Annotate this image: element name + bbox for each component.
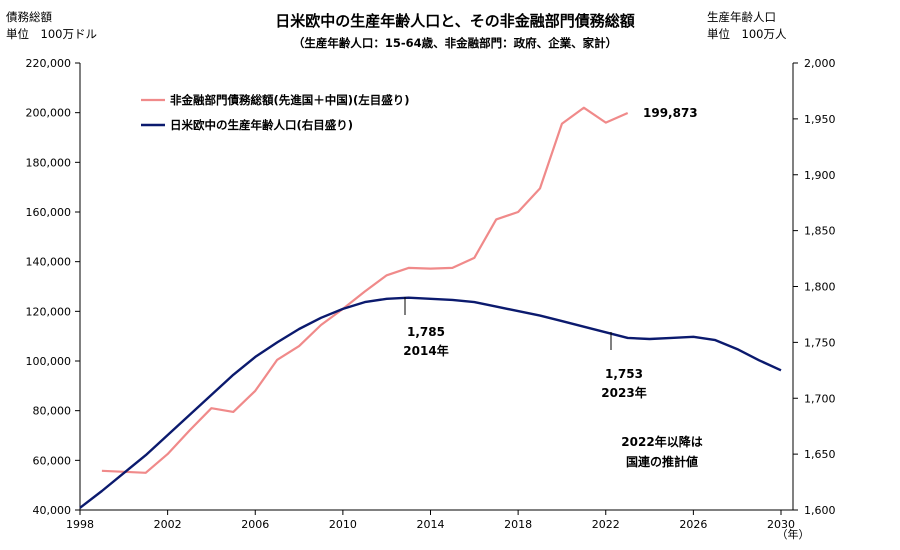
right-tick-label: 1,850	[804, 225, 836, 238]
chart-subtitle: （生産年齢人口：15-64歳、非金融部門：政府、企業、家計）	[293, 36, 617, 50]
x-axis-unit-label: （年）	[777, 527, 810, 541]
right-tick-label: 1,900	[804, 169, 836, 182]
left-axis-label-line1: 債務総額	[6, 10, 52, 24]
x-tick-label: 2006	[241, 518, 269, 531]
left-axis-label-line2: 単位 100万ドル	[6, 27, 97, 41]
chart-title: 日米欧中の生産年齢人口と、その非金融部門債務総額	[275, 12, 634, 30]
x-tick-label: 2002	[154, 518, 182, 531]
left-tick-label: 60,000	[33, 454, 72, 467]
x-tick-label: 2030	[767, 518, 795, 531]
annotation-last-debt: 199,873	[643, 106, 698, 120]
left-tick-label: 180,000	[26, 156, 72, 169]
annotation-note-line1: 2022年以降は	[621, 434, 702, 449]
left-tick-label: 80,000	[33, 405, 72, 418]
left-tick-label: 100,000	[26, 355, 72, 368]
series-line-population	[79, 296, 782, 509]
annotation-2023-year: 2023年	[601, 385, 646, 400]
x-tick-label: 2022	[592, 518, 620, 531]
right-tick-label: 1,750	[804, 336, 836, 349]
left-tick-label: 220,000	[26, 57, 72, 70]
right-tick-label: 1,700	[804, 392, 836, 405]
left-tick-label: 160,000	[26, 206, 72, 219]
x-tick-label: 2014	[417, 518, 445, 531]
annotation-2023-value: 1,753	[605, 367, 643, 381]
x-tick-label: 2018	[504, 518, 532, 531]
axes: 40,000 60,000 80,000 100,000 120,000 140,000 1…	[26, 57, 836, 541]
annotation-peak-value: 1,785	[407, 325, 445, 339]
left-tick-label: 120,000	[26, 305, 72, 318]
right-axis-label-line1: 生産年齢人口	[707, 10, 776, 24]
annotation-peak-year: 2014年	[403, 343, 448, 358]
right-tick-label: 1,800	[804, 281, 836, 294]
legend: 非金融部門債務総額(先進国＋中国)(左目盛り) 日米欧中の生産年齢人口(右目盛り…	[141, 93, 410, 132]
right-axis-label-line2: 単位 100万人	[707, 27, 787, 41]
left-tick-label: 40,000	[33, 504, 72, 517]
series-line-debt	[101, 106, 629, 474]
legend-label-population: 日米欧中の生産年齢人口(右目盛り)	[170, 118, 353, 132]
right-tick-label: 1,950	[804, 113, 836, 126]
left-tick-label: 140,000	[26, 256, 72, 269]
left-tick-label: 200,000	[26, 107, 72, 120]
x-tick-label: 2026	[679, 518, 707, 531]
x-tick-label: 1998	[66, 518, 94, 531]
annotation-note-line2: 国連の推計値	[626, 454, 698, 469]
x-tick-label: 2010	[329, 518, 357, 531]
right-tick-label: 2,000	[804, 57, 836, 70]
right-tick-label: 1,600	[804, 504, 836, 517]
legend-label-debt: 非金融部門債務総額(先進国＋中国)(左目盛り)	[170, 93, 410, 107]
right-tick-label: 1,650	[804, 448, 836, 461]
